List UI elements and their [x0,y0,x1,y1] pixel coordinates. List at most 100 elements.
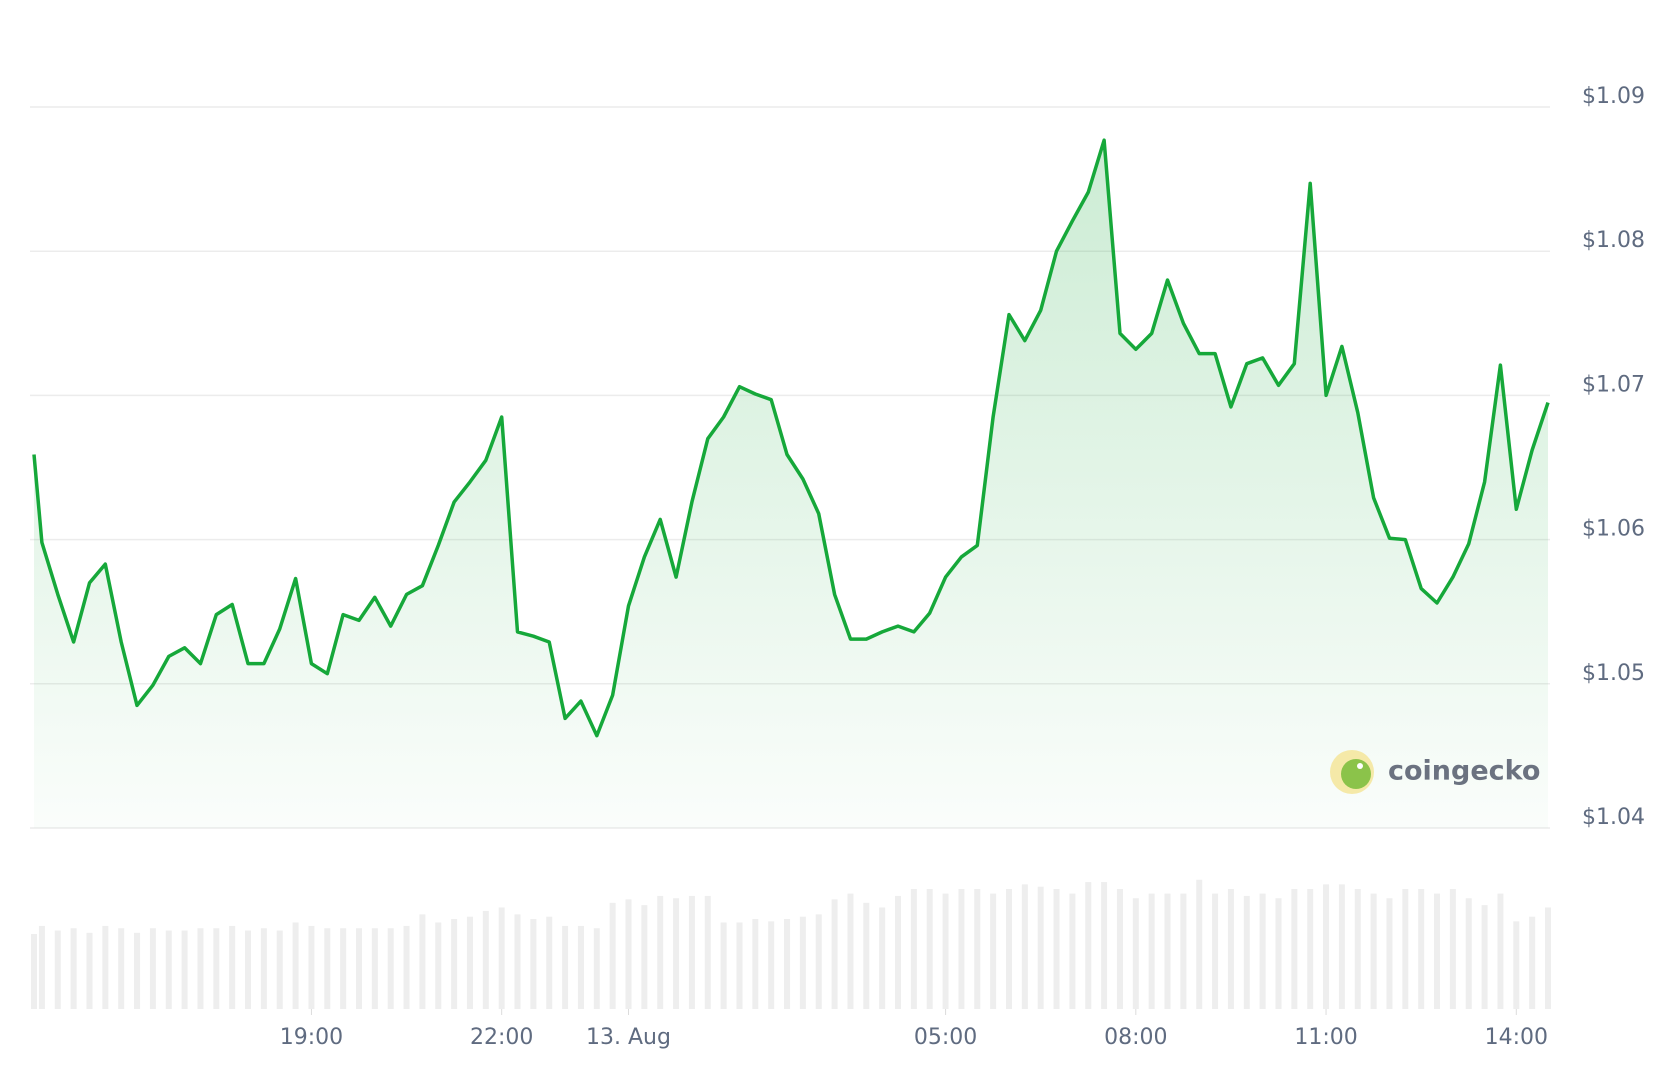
volume-bar [1164,893,1171,1009]
volume-bar [229,925,236,1009]
volume-bar [165,930,172,1009]
volume-bar [768,921,775,1009]
volume-bar [1196,879,1203,1009]
volume-bar [593,928,600,1009]
volume-bar [799,916,806,1009]
volume-bar [1291,889,1298,1009]
volume-bar [910,889,917,1009]
volume-bar [1418,889,1425,1009]
volume-bar [926,889,933,1009]
volume-bar [847,893,854,1009]
y-tick-label: $1.06 [1582,517,1645,542]
volume-bar [38,925,45,1009]
volume-bar [720,922,727,1009]
volume-bar [1386,898,1393,1009]
volume-bar [213,928,220,1009]
volume-bar [879,907,886,1009]
volume-bar [1259,893,1266,1009]
volume-bar [181,930,188,1009]
volume-bar [1497,893,1504,1009]
volume-bar [1101,882,1108,1009]
volume-bar [863,902,870,1009]
volume-bar [276,930,283,1009]
x-tick-label: 11:00 [1294,1025,1357,1050]
volume-bar [942,893,949,1009]
volume-bar [197,928,204,1009]
volume-bar [831,899,838,1009]
volume-bar [1275,898,1282,1009]
volume-bar [1545,907,1551,1009]
volume-bar [625,899,632,1009]
volume-bar [1227,889,1234,1009]
volume-bar [1021,884,1028,1009]
volume-bar [562,925,569,1009]
volume-bar [324,928,331,1009]
volume-bar [355,928,362,1009]
volume-bar [974,889,981,1009]
volume-bar [609,902,616,1009]
volume-bar [736,922,743,1009]
volume-bar [1338,884,1345,1009]
volume-bar [435,922,442,1009]
volume-bar [673,898,680,1009]
volume-bar [102,925,109,1009]
volume-bar [1116,889,1123,1009]
volume-bar [990,893,997,1009]
volume-bar [1005,889,1012,1009]
volume-bar [895,895,902,1009]
volume-bar [1085,882,1092,1009]
volume-bar [815,914,822,1009]
x-tick-label: 13. Aug [586,1025,671,1050]
volume-bar [1148,893,1155,1009]
x-tick-label: 19:00 [280,1025,343,1050]
volume-bar [1529,916,1536,1009]
y-tick-label: $1.04 [1582,805,1645,830]
volume-bar [54,930,61,1009]
volume-bar [641,905,648,1009]
volume-bar [1434,893,1441,1009]
volume-bar [577,925,584,1009]
volume-bar [292,922,299,1009]
volume-bar [752,919,759,1009]
volume-bar [134,932,141,1009]
volume-bar [371,928,378,1009]
volume-bar [657,895,664,1009]
watermark-text: coingecko [1388,756,1540,787]
volume-bar [1180,893,1187,1009]
volume-bar [1212,893,1219,1009]
volume-bar [149,928,156,1009]
volume-bar [530,919,537,1009]
volume-bar [1069,893,1076,1009]
x-tick-label: 08:00 [1104,1025,1167,1050]
watermark: coingecko [1330,750,1540,794]
volume-bar [419,914,426,1009]
volume-bar [1481,905,1488,1009]
volume-bar [387,928,394,1009]
volume-bar [1243,895,1250,1009]
volume-bar [118,928,125,1009]
volume-bar [1449,889,1456,1009]
volume-bar [308,925,315,1009]
logo [1341,759,1371,789]
volume-bar [482,910,489,1009]
y-tick-label: $1.08 [1582,228,1645,253]
volume-bar [340,928,347,1009]
volume-bar [1513,921,1520,1009]
x-tick-label: 14:00 [1485,1025,1548,1050]
volume-bar [466,916,473,1009]
volume-bar [1402,889,1409,1009]
volume-bar [498,907,505,1009]
volume-bar [86,932,93,1009]
volume-bar [1132,898,1139,1009]
plot-area: $1.04 $1.05 $1.06 $1.07 $1.08 $1.09 19:00 22:00… [30,84,1645,1050]
area [34,140,1548,828]
volume-bar [451,919,458,1009]
volume-bar [1370,893,1377,1009]
y-tick-label: $1.07 [1582,372,1645,397]
volume-bar [260,928,267,1009]
x-tick-label: 22:00 [470,1025,533,1050]
logo [1357,763,1363,769]
volume-bar [1037,886,1044,1009]
volume-bar [1053,889,1060,1009]
